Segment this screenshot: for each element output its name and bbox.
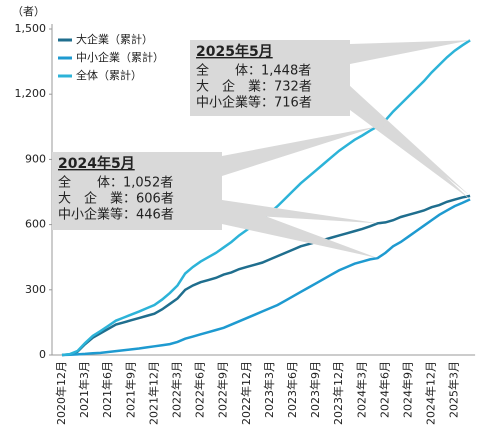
x-tick-label: 2024年6月 [377,361,391,418]
x-tick-label: 2021年12月 [146,361,160,425]
legend-label: 全体（累計） [76,68,142,82]
y-unit: （者） [12,5,45,18]
callout-pointer [222,126,378,176]
x-tick-label: 2021年6月 [100,361,114,418]
callout-pointer [350,40,471,64]
y-tick-label: 300 [25,283,46,296]
y-tick-label: 900 [25,152,46,165]
callout-box [52,152,222,230]
y-tick-label: 1,500 [15,22,47,35]
callout-line: 中小企業等：446者 [58,207,174,223]
x-tick-label: 2024年9月 [401,361,415,418]
legend-label: 中小企業（累計） [76,50,164,64]
x-tick-label: 2020年12月 [54,361,68,425]
series-line [61,194,471,357]
series-line [61,198,471,357]
x-tick-label: 2024年12月 [424,361,438,425]
y-tick-label: 1,200 [15,87,47,100]
callout-line: 大 企 業：606者 [58,191,174,207]
x-tick-label: 2022年6月 [193,361,207,418]
callout-line: 全 体：1,448者 [196,63,311,79]
x-tick-label: 2021年3月 [77,361,91,418]
callout-box [190,40,350,116]
x-tick-label: 2024年3月 [354,361,368,418]
callout-line: 大 企 業：732者 [196,79,312,95]
callout-line: 中小企業等：716者 [196,95,312,111]
legend-label: 大企業（累計） [76,32,153,46]
callout-pointer [222,200,378,224]
y-tick-label: 600 [25,218,46,231]
callout-title: 2025年5月 [196,43,273,60]
x-tick-label: 2025年3月 [447,361,461,418]
callout-pointer [350,86,471,196]
callout-line: 全 体：1,052者 [58,175,173,191]
x-tick-label: 2021年9月 [123,361,137,418]
callout-title: 2024年5月 [58,155,135,172]
x-tick-label: 2022年12月 [239,361,253,425]
x-tick-label: 2023年9月 [308,361,322,418]
x-tick-label: 2023年6月 [285,361,299,418]
x-tick-label: 2022年3月 [170,361,184,418]
x-tick-label: 2022年9月 [216,361,230,418]
x-tick-label: 2023年3月 [262,361,276,418]
y-tick-label: 0 [39,348,46,361]
x-tick-label: 2023年12月 [331,361,345,425]
